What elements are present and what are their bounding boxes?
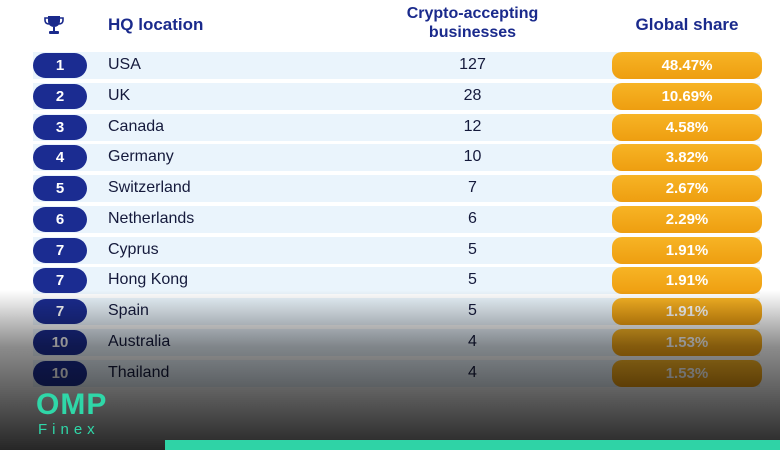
global-share-pill: 1.91% [612, 237, 762, 264]
rank-badge: 1 [33, 53, 87, 78]
country-name: Thailand [108, 364, 170, 381]
business-count: 28 [463, 87, 482, 104]
logo-subtitle: Finex [38, 421, 100, 438]
table-row: 3 Canada 12 4.58% [33, 114, 762, 141]
country-name: Cyprus [108, 241, 159, 258]
table-row: 10 Thailand 4 1.53% [33, 360, 762, 387]
table-row: 4 Germany 10 3.82% [33, 144, 762, 171]
rank-badge: 10 [33, 361, 87, 386]
global-share-pill: 1.91% [612, 298, 762, 325]
country-name: UK [108, 87, 131, 104]
rank-badge: 2 [33, 84, 87, 109]
rank-badge: 4 [33, 145, 87, 170]
table-row: 10 Australia 4 1.53% [33, 329, 762, 356]
global-share-pill: 4.58% [612, 114, 762, 141]
business-count: 5 [468, 241, 477, 258]
table-header: HQ location Crypto-accepting businesses … [0, 0, 780, 46]
trophy-icon [43, 14, 65, 36]
rank-badge: 7 [33, 238, 87, 263]
table-row: 6 Netherlands 6 2.29% [33, 206, 762, 233]
logo-wordmark: OMP [36, 388, 108, 421]
global-share-pill: 3.82% [612, 144, 762, 171]
country-name: Germany [108, 148, 174, 165]
business-count: 4 [468, 364, 477, 381]
table-row: 7 Spain 5 1.91% [33, 298, 762, 325]
global-share-pill: 1.53% [612, 360, 762, 387]
rank-badge: 5 [33, 176, 87, 201]
country-name: Hong Kong [108, 271, 189, 288]
country-name: USA [108, 56, 141, 73]
global-share-pill: 1.53% [612, 329, 762, 356]
ranking-table: HQ location Crypto-accepting businesses … [0, 0, 780, 387]
global-share-pill: 48.47% [612, 52, 762, 79]
business-count: 7 [468, 179, 477, 196]
rank-badge: 7 [33, 268, 87, 293]
rank-badge: 3 [33, 115, 87, 140]
global-share-pill: 1.91% [612, 267, 762, 294]
business-count: 4 [468, 333, 477, 350]
table-row: 5 Switzerland 7 2.67% [33, 175, 762, 202]
business-count: 6 [468, 210, 477, 227]
business-count: 127 [459, 56, 486, 73]
table-row: 7 Hong Kong 5 1.91% [33, 267, 762, 294]
omp-finex-logo: OMP Finex [36, 390, 136, 440]
global-share-pill: 10.69% [612, 83, 762, 110]
rank-badge: 6 [33, 207, 87, 232]
business-count: 5 [468, 271, 477, 288]
country-name: Spain [108, 302, 149, 319]
column-header-businesses: Crypto-accepting businesses [390, 4, 555, 42]
rank-badge: 10 [33, 330, 87, 355]
table-row: 7 Cyprus 5 1.91% [33, 237, 762, 264]
global-share-pill: 2.29% [612, 206, 762, 233]
table-row: 2 UK 28 10.69% [33, 83, 762, 110]
business-count: 5 [468, 302, 477, 319]
global-share-pill: 2.67% [612, 175, 762, 202]
column-header-businesses-line1: Crypto-accepting [406, 5, 539, 22]
country-name: Switzerland [108, 179, 191, 196]
business-count: 10 [463, 148, 482, 165]
table-row: 1 USA 127 48.47% [33, 52, 762, 79]
column-header-businesses-line2: businesses [428, 24, 517, 41]
bottom-accent-bar [165, 440, 780, 450]
rank-badge: 7 [33, 299, 87, 324]
column-header-location: HQ location [108, 15, 204, 34]
country-name: Canada [108, 118, 165, 135]
country-name: Netherlands [108, 210, 195, 227]
country-name: Australia [108, 333, 171, 350]
business-count: 12 [463, 118, 482, 135]
column-header-share: Global share [635, 15, 739, 34]
